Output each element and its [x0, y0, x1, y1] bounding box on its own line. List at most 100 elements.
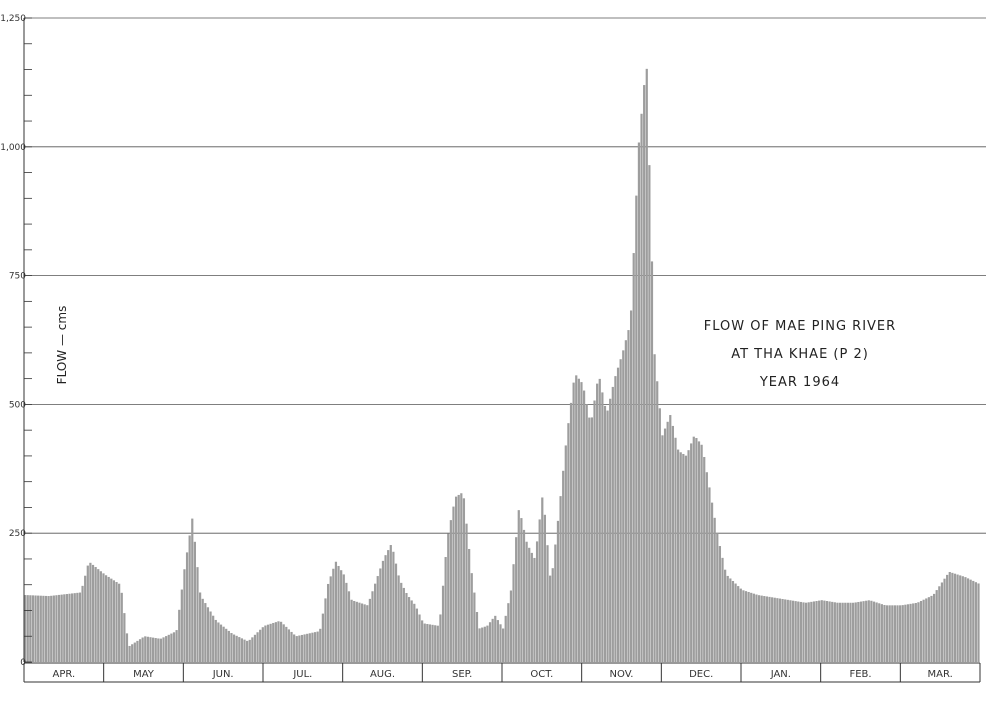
bar: [786, 599, 789, 662]
bar: [112, 580, 116, 662]
bar: [596, 383, 599, 662]
bar: [977, 583, 980, 662]
bar: [919, 600, 923, 662]
bar: [441, 585, 445, 662]
bar: [893, 605, 897, 662]
bar: [342, 574, 345, 662]
bar: [794, 601, 797, 662]
bar: [622, 350, 625, 662]
bar: [162, 637, 165, 662]
bar: [585, 404, 588, 662]
bar: [953, 573, 957, 662]
bar: [789, 600, 792, 662]
y-tick-label: 750: [9, 272, 26, 282]
bar: [904, 604, 907, 662]
bar: [488, 622, 492, 662]
bar: [859, 601, 863, 662]
bar: [517, 510, 520, 662]
bar: [131, 644, 134, 662]
bar: [567, 423, 570, 662]
bar: [102, 573, 105, 662]
bar: [209, 611, 212, 662]
bar: [57, 594, 61, 662]
bar: [65, 594, 69, 662]
bar: [206, 607, 210, 662]
bar: [138, 639, 142, 662]
bar: [710, 502, 714, 662]
bar: [520, 518, 523, 662]
bar: [496, 620, 499, 662]
bar: [439, 614, 442, 662]
bar: [549, 575, 552, 662]
bar: [810, 601, 813, 662]
bar: [405, 592, 408, 662]
bar: [692, 436, 695, 662]
bar: [838, 602, 842, 662]
bar: [862, 601, 865, 662]
bar: [528, 547, 531, 662]
bar: [682, 453, 685, 662]
bar: [744, 591, 748, 662]
bar: [935, 590, 938, 662]
bar: [350, 599, 353, 662]
bar: [311, 632, 314, 662]
bar: [120, 592, 123, 662]
bar: [232, 634, 236, 662]
bar: [768, 596, 771, 662]
bar: [844, 602, 847, 662]
bar: [849, 602, 852, 662]
bar: [379, 568, 382, 662]
bar: [421, 620, 424, 662]
bar: [757, 595, 761, 662]
bar: [888, 605, 891, 662]
bar: [201, 598, 204, 662]
bar: [865, 600, 868, 662]
bar: [97, 569, 100, 662]
bar: [872, 601, 876, 662]
bar: [277, 621, 280, 662]
bar: [700, 444, 703, 662]
grid-layer: [24, 17, 986, 534]
bar: [269, 623, 272, 662]
bar: [324, 598, 327, 662]
bar: [115, 582, 118, 662]
bar: [91, 564, 95, 662]
bar: [212, 615, 215, 662]
bar: [316, 631, 319, 662]
bar: [961, 576, 964, 662]
chart-title-line-2: AT THA KHAE (P 2): [731, 347, 869, 362]
y-axis-label: FLOW — cms: [55, 306, 69, 385]
bar: [515, 537, 518, 662]
bar: [603, 405, 607, 662]
bar: [671, 425, 674, 662]
bar: [491, 618, 494, 662]
bar: [400, 582, 403, 662]
bar: [118, 583, 121, 662]
bar: [431, 624, 434, 662]
bar: [454, 496, 458, 662]
bar: [157, 638, 160, 662]
bar: [846, 602, 849, 662]
bar: [478, 628, 481, 662]
bar: [739, 588, 742, 662]
bar: [857, 601, 860, 662]
bar: [807, 602, 810, 662]
month-label: JUL.: [292, 669, 312, 680]
bar: [543, 514, 547, 662]
bar: [653, 354, 656, 662]
bar: [300, 634, 304, 662]
bar: [695, 438, 698, 662]
bar: [78, 592, 82, 662]
bar: [465, 523, 468, 662]
bar: [870, 600, 873, 662]
bar: [376, 576, 379, 662]
bar: [73, 593, 76, 662]
bar: [629, 310, 633, 662]
bar: [677, 449, 680, 662]
y-tick-label: 250: [9, 529, 26, 539]
bar: [24, 595, 27, 662]
bar: [99, 571, 102, 662]
bar: [358, 602, 361, 662]
bar: [371, 591, 374, 662]
